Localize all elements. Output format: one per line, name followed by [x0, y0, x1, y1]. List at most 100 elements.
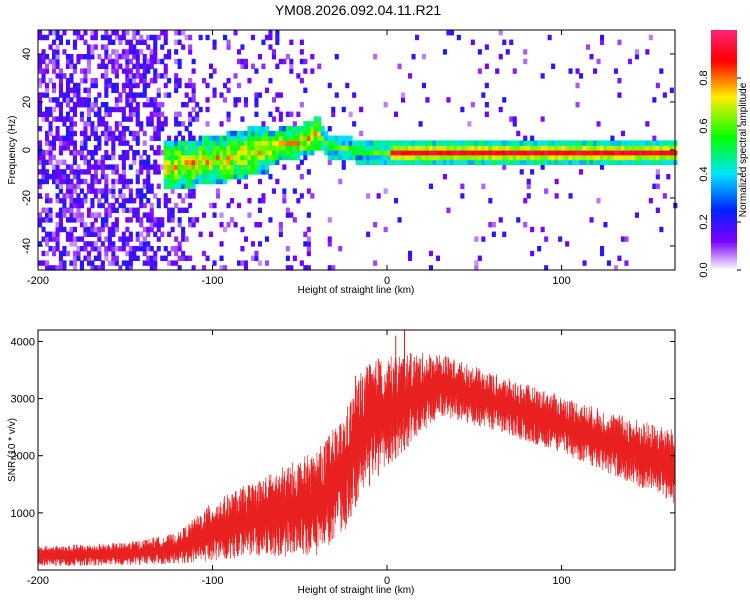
spectrogram-cell	[366, 231, 371, 237]
spectrogram-cell	[655, 169, 660, 175]
spectrogram-cell	[153, 34, 158, 41]
spectrogram-cell	[55, 73, 60, 79]
spectrogram-cell	[52, 145, 57, 151]
spectrogram-cell	[139, 222, 144, 228]
spectrogram-cell	[387, 140, 392, 146]
spectrogram-cell	[202, 265, 207, 271]
spectrogram-cell	[41, 150, 46, 156]
spectrogram-cell	[460, 193, 465, 199]
spectrogram-cell	[188, 222, 193, 228]
spectrogram-cell	[146, 231, 151, 237]
spectrogram-cell	[69, 241, 74, 247]
spectrogram-cell	[575, 145, 580, 151]
spectrogram-cell	[373, 154, 378, 161]
spectrogram-cell	[97, 265, 102, 271]
spectrogram-cell	[247, 164, 252, 170]
spectrogram-cell	[655, 82, 660, 89]
spectrogram-cell	[65, 135, 70, 141]
spectrogram-cell	[153, 193, 158, 199]
spectrogram-cell	[195, 169, 200, 175]
spectrogram-cell	[160, 30, 165, 36]
spectrogram-cell	[306, 140, 311, 146]
spectrogram-cell	[72, 241, 77, 247]
spectrogram-cell	[111, 154, 116, 161]
spectrogram-cell	[237, 169, 242, 175]
spectrogram-cell	[226, 111, 231, 117]
spectrogram-cell	[250, 169, 255, 175]
spectrogram-cell	[58, 183, 63, 189]
spectrogram-cell	[627, 58, 632, 65]
spectrogram-cell	[72, 145, 77, 151]
spectrogram-cell	[128, 116, 133, 122]
spectrogram-cell	[463, 140, 468, 146]
spectrogram-cell	[237, 82, 242, 89]
spectrogram-cell	[72, 265, 77, 271]
spectrogram-cell	[530, 159, 535, 165]
spectrogram-cell	[100, 174, 105, 180]
spectrogram-cell	[52, 140, 57, 146]
spectrogram-cell	[240, 246, 245, 252]
spectrogram-cell	[146, 174, 151, 180]
spectrogram-cell	[149, 164, 154, 170]
spectrogram-cell	[233, 102, 238, 108]
spectrogram-cell	[299, 174, 304, 180]
spectrogram-cell	[125, 54, 130, 60]
spectrogram-cell	[303, 154, 308, 161]
spectrogram-cell	[341, 145, 346, 151]
spectrogram-cell	[191, 145, 196, 151]
spectrogram-cell	[125, 236, 130, 242]
spectrogram-cell	[107, 34, 112, 41]
spectrogram-cell	[79, 217, 84, 223]
spectrogram-cell	[121, 193, 126, 199]
spectrogram-cell	[188, 154, 193, 161]
spectrogram-cell	[579, 159, 584, 165]
spectrogram-cell	[243, 97, 248, 103]
spectrogram-cell	[257, 126, 262, 132]
spectrogram-cell	[600, 250, 605, 257]
spectrogram-cell	[299, 58, 304, 65]
spectrogram-cell	[216, 188, 221, 194]
spectrogram-cell	[125, 97, 130, 103]
spectrogram-cell	[62, 246, 67, 252]
spectrogram-cell	[317, 135, 322, 141]
spectrogram-cell	[142, 87, 147, 93]
spectrogram-cell	[261, 198, 266, 204]
spectrogram-cell	[627, 150, 632, 156]
spectrogram-cell	[282, 145, 287, 151]
spectrogram-cell	[128, 188, 133, 194]
spectrogram-cell	[55, 116, 60, 122]
spectrogram-cell	[72, 68, 77, 74]
spectrogram-cell	[488, 154, 493, 161]
spectrogram-cell	[237, 150, 242, 156]
spectrogram-cell	[327, 236, 332, 242]
spectrogram-cell	[55, 63, 60, 69]
spectrogram-cell	[128, 82, 133, 89]
spectrogram-cell	[41, 217, 46, 223]
spectrogram-cell	[104, 164, 109, 170]
spectrogram-cell	[442, 154, 447, 161]
spectrogram-cell	[593, 159, 598, 165]
spectrogram-cell	[261, 126, 266, 132]
spectrogram-cell	[139, 202, 144, 209]
spectrogram-cell	[174, 183, 179, 189]
spectrogram-cell	[226, 87, 231, 93]
spectrogram-cell	[264, 169, 269, 175]
spectrogram-cell	[135, 178, 140, 185]
spectrogram-cell	[432, 150, 437, 156]
spectrogram-cell	[104, 236, 109, 242]
spectrogram-cell	[65, 102, 70, 108]
spectrogram-cell	[65, 174, 70, 180]
spectrogram-cell	[72, 250, 77, 257]
spectrogram-cell	[100, 164, 105, 170]
spectrogram-cell	[296, 198, 301, 204]
spectrogram-cell	[170, 217, 175, 223]
spectrogram-cell	[237, 130, 242, 137]
spectrogram-cell	[243, 260, 248, 266]
spectrogram-cell	[617, 150, 622, 156]
spectrogram-cell	[278, 111, 283, 117]
spectrogram-cell	[139, 39, 144, 45]
spectrogram-cell	[544, 159, 549, 165]
spectrogram-cell	[86, 231, 91, 237]
spectrogram-cell	[421, 54, 426, 60]
